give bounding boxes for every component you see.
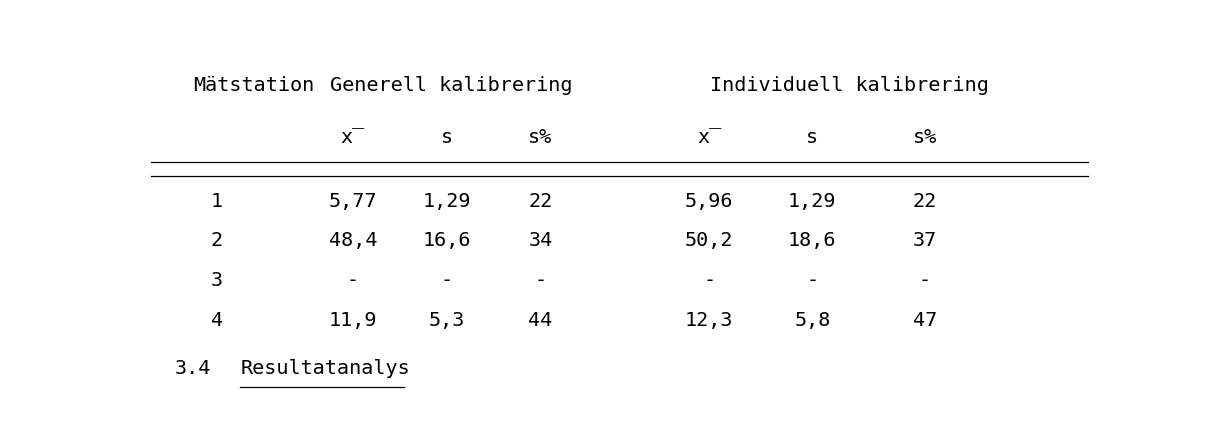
Text: 2: 2: [211, 231, 223, 250]
Text: s: s: [440, 128, 453, 147]
Text: 1: 1: [211, 192, 223, 211]
Text: x̅: x̅: [697, 128, 721, 147]
Text: 3: 3: [211, 271, 223, 290]
Text: 22: 22: [529, 192, 553, 211]
Text: x̅: x̅: [341, 128, 365, 147]
Text: 4: 4: [211, 311, 223, 330]
Text: 1,29: 1,29: [788, 192, 836, 211]
Text: 18,6: 18,6: [788, 231, 836, 250]
Text: Individuell kalibrering: Individuell kalibrering: [710, 76, 990, 95]
Text: 3.4: 3.4: [174, 359, 211, 378]
Text: 5,96: 5,96: [685, 192, 733, 211]
Text: -: -: [806, 271, 818, 290]
Text: -: -: [440, 271, 453, 290]
Text: 37: 37: [912, 231, 937, 250]
Text: s: s: [806, 128, 818, 147]
Text: 5,3: 5,3: [428, 311, 465, 330]
Text: -: -: [347, 271, 359, 290]
Text: 11,9: 11,9: [329, 311, 378, 330]
Text: 5,77: 5,77: [329, 192, 378, 211]
Text: 16,6: 16,6: [422, 231, 471, 250]
Text: -: -: [918, 271, 930, 290]
Text: 47: 47: [912, 311, 937, 330]
Text: -: -: [535, 271, 547, 290]
Text: 1,29: 1,29: [422, 192, 471, 211]
Text: 34: 34: [529, 231, 553, 250]
Text: 22: 22: [912, 192, 937, 211]
Text: s%: s%: [529, 128, 553, 147]
Text: 44: 44: [529, 311, 553, 330]
Text: Generell kalibrering: Generell kalibrering: [330, 76, 572, 95]
Text: s%: s%: [912, 128, 937, 147]
Text: 5,8: 5,8: [794, 311, 830, 330]
Text: -: -: [703, 271, 715, 290]
Text: 50,2: 50,2: [685, 231, 733, 250]
Text: 48,4: 48,4: [329, 231, 378, 250]
Text: Resultatanalys: Resultatanalys: [241, 359, 410, 378]
Text: 12,3: 12,3: [685, 311, 733, 330]
Text: Mätstation: Mätstation: [194, 76, 315, 95]
